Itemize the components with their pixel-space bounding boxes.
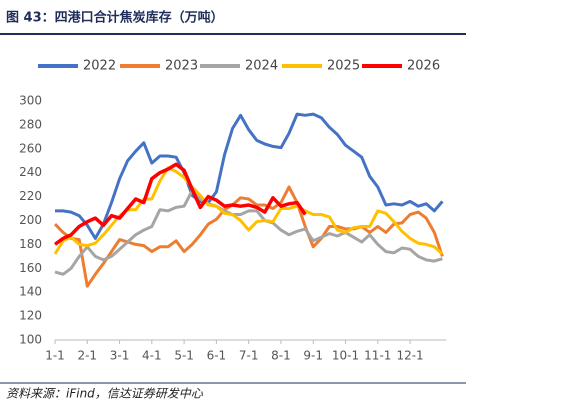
x-tick-label: 9-1 — [303, 349, 323, 363]
series-line — [53, 185, 444, 288]
legend-label: 2023 — [165, 59, 198, 74]
source: 资料来源：iFind，信达证券研发中心 — [6, 387, 204, 401]
x-tick-label: 4-1 — [142, 349, 162, 363]
series-line — [54, 189, 443, 276]
y-tick-label: 160 — [19, 261, 42, 275]
x-tick-label: 1-1 — [45, 349, 65, 363]
x-tick-label: 12-1 — [396, 349, 423, 363]
legend-label: 2022 — [83, 59, 116, 74]
legend-label: 2024 — [245, 59, 278, 74]
x-tick-label: 5-1 — [174, 349, 194, 363]
x-tick-label: 3-1 — [110, 349, 130, 363]
x-tick-label: 11-1 — [364, 349, 391, 363]
chart-title: 图 43：四港口合计焦炭库存（万吨） — [6, 10, 224, 26]
y-tick-label: 140 — [19, 285, 42, 299]
x-tick-label: 7-1 — [239, 349, 259, 363]
legend-label: 2025 — [327, 59, 360, 74]
y-tick-label: 100 — [19, 333, 42, 347]
legend-label: 2026 — [407, 59, 440, 74]
y-tick-label: 240 — [19, 165, 42, 179]
y-tick-label: 260 — [19, 141, 42, 155]
series-line — [55, 112, 444, 240]
x-tick-label: 2-1 — [77, 349, 97, 363]
y-tick-label: 120 — [19, 309, 42, 323]
series-line — [53, 162, 307, 246]
y-tick-label: 300 — [19, 94, 42, 108]
y-tick-label: 220 — [19, 189, 42, 203]
y-tick-label: 180 — [19, 237, 42, 251]
x-tick-label: 6-1 — [207, 349, 227, 363]
x-tick-label: 8-1 — [271, 349, 291, 363]
y-tick-label: 280 — [19, 117, 42, 131]
x-tick-label: 10-1 — [332, 349, 359, 363]
y-tick-label: 200 — [19, 213, 42, 227]
